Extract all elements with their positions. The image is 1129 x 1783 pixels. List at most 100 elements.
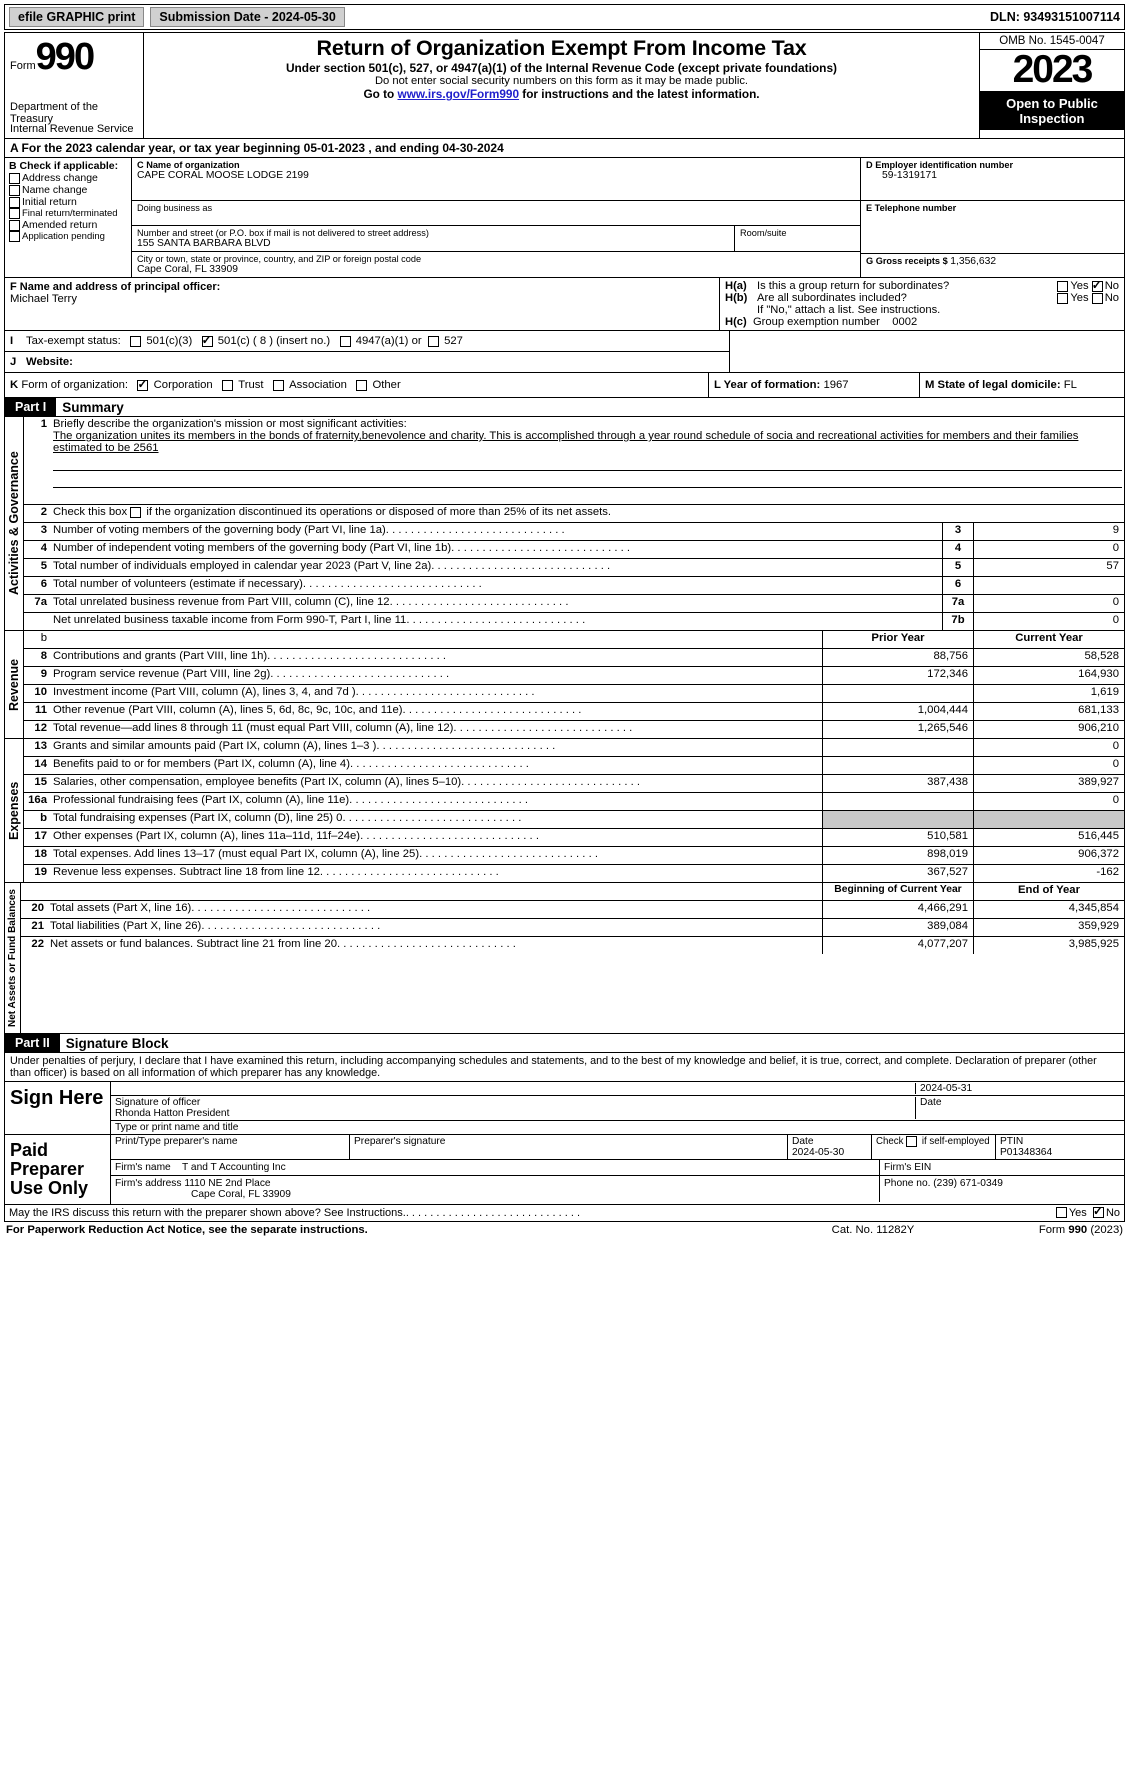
chk-trust[interactable] (222, 380, 233, 391)
ein-value: 59-1319171 (866, 170, 1119, 181)
chk-label: Initial return (22, 196, 77, 208)
chk-527[interactable] (428, 336, 439, 347)
yes-label: Yes (1069, 1207, 1087, 1219)
ha-no[interactable] (1092, 281, 1103, 292)
no-label: No (1105, 280, 1119, 292)
box-deg: D Employer identification number 59-1319… (861, 158, 1124, 277)
submission-date-button[interactable]: Submission Date - 2024-05-30 (150, 7, 344, 27)
top-bar: efile GRAPHIC print Submission Date - 20… (4, 4, 1125, 30)
summary-row: 19Revenue less expenses. Subtract line 1… (24, 865, 1124, 882)
subtitle-2: Do not enter social security numbers on … (150, 75, 973, 87)
chk-address-change[interactable]: Address change (9, 172, 127, 184)
header-right: OMB No. 1545-0047 2023 Open to Public In… (980, 33, 1124, 138)
chk-amended[interactable]: Amended return (9, 219, 127, 231)
gross-receipts-value: 1,356,632 (950, 256, 996, 267)
part1-header: Part I Summary (4, 398, 1125, 417)
identity-grid: B Check if applicable: Address change Na… (4, 158, 1125, 278)
hb-no[interactable] (1092, 293, 1103, 304)
irs-link[interactable]: www.irs.gov/Form990 (398, 87, 520, 101)
prep-name-label: Print/Type preparer's name (115, 1136, 238, 1147)
form-header: Form990 Department of the Treasury Inter… (4, 32, 1125, 139)
chk-app-pending[interactable]: Application pending (9, 231, 127, 242)
cat-no: Cat. No. 11282Y (783, 1224, 963, 1236)
chk-501c3[interactable] (130, 336, 141, 347)
no-label: No (1106, 1207, 1120, 1219)
form-title: Return of Organization Exempt From Incom… (150, 36, 973, 61)
opt-501c: 501(c) ( 8 ) (insert no.) (218, 335, 330, 347)
street-address: 155 SANTA BARBARA BLVD (137, 238, 729, 249)
current-year-hdr: Current Year (973, 631, 1124, 648)
summary-row: 3Number of voting members of the governi… (24, 523, 1124, 541)
part2-header: Part II Signature Block (4, 1034, 1125, 1053)
summary-row: 18Total expenses. Add lines 13–17 (must … (24, 847, 1124, 865)
discuss-no[interactable] (1093, 1207, 1104, 1218)
efile-print-button[interactable]: efile GRAPHIC print (9, 7, 144, 27)
box-b: B Check if applicable: Address change Na… (5, 158, 132, 277)
vtab-net-assets: Net Assets or Fund Balances (5, 883, 21, 1033)
ein-label: D Employer identification number (866, 160, 1119, 170)
org-name-label: C Name of organization (137, 160, 855, 170)
website-label: Website: (26, 356, 73, 368)
part1-title: Summary (62, 400, 124, 415)
type-name-label: Type or print name and title (111, 1121, 1124, 1134)
summary-row: 22Net assets or fund balances. Subtract … (21, 937, 1124, 954)
chk-initial-return[interactable]: Initial return (9, 196, 127, 208)
expenses-section: Expenses 13Grants and similar amounts pa… (4, 739, 1125, 883)
summary-row: 17Other expenses (Part IX, column (A), l… (24, 829, 1124, 847)
discuss-row: May the IRS discuss this return with the… (4, 1205, 1125, 1222)
part2-title: Signature Block (66, 1036, 169, 1051)
phone-no: (239) 671-0349 (933, 1178, 1003, 1189)
sign-here-label: Sign Here (5, 1082, 110, 1134)
opt-501c3: 501(c)(3) (146, 335, 192, 347)
chk-other[interactable] (356, 380, 367, 391)
summary-row: 15Salaries, other compensation, employee… (24, 775, 1124, 793)
chk-assoc[interactable] (273, 380, 284, 391)
gross-receipts-label: G Gross receipts $ (866, 256, 950, 266)
chk-final-return[interactable]: Final return/terminated (9, 208, 127, 219)
discuss-yes[interactable] (1056, 1207, 1067, 1218)
summary-row: 5Total number of individuals employed in… (24, 559, 1124, 577)
dln-text: DLN: 93493151007114 (990, 10, 1120, 24)
hc-label: Group exemption number (753, 316, 880, 328)
row-a-period: A For the 2023 calendar year, or tax yea… (4, 139, 1125, 158)
summary-row: 8Contributions and grants (Part VIII, li… (24, 649, 1124, 667)
summary-row: 7aTotal unrelated business revenue from … (24, 595, 1124, 613)
phone-label: E Telephone number (866, 203, 1119, 213)
firm-name: T and T Accounting Inc (182, 1162, 286, 1173)
paid-preparer-label: Paid Preparer Use Only (5, 1135, 110, 1204)
chk-501c[interactable] (202, 336, 213, 347)
chk-label: Name change (22, 184, 87, 196)
year-formation: 1967 (823, 379, 848, 391)
part2-label: Part II (5, 1034, 60, 1052)
row-klm: K Form of organization: Corporation Trus… (4, 373, 1125, 398)
chk-self-employed[interactable] (906, 1136, 917, 1147)
chk-label: Final return/terminated (22, 208, 118, 219)
row-i-j: I Tax-exempt status: 501(c)(3) 501(c) ( … (4, 331, 1125, 373)
ha-yes[interactable] (1057, 281, 1068, 292)
sign-date: 2024-05-31 (920, 1083, 972, 1094)
opt-4947: 4947(a)(1) or (356, 335, 422, 347)
officer-name: Michael Terry (10, 293, 714, 305)
firm-addr1: 1110 NE 2nd Place (184, 1178, 270, 1189)
summary-row: 9Program service revenue (Part VIII, lin… (24, 667, 1124, 685)
chk-4947[interactable] (340, 336, 351, 347)
city-label: City or town, state or province, country… (137, 254, 855, 264)
page-footer: For Paperwork Reduction Act Notice, see … (4, 1222, 1125, 1238)
chk-corp[interactable] (137, 380, 148, 391)
yes-label: Yes (1070, 280, 1088, 292)
summary-row: 20Total assets (Part X, line 16)4,466,29… (21, 901, 1124, 919)
opt-corp: Corporation (154, 379, 213, 391)
firm-addr-label: Firm's address (115, 1178, 181, 1189)
summary-row: 21Total liabilities (Part X, line 26)389… (21, 919, 1124, 937)
vtab-governance: Activities & Governance (5, 417, 24, 630)
chk-name-change[interactable]: Name change (9, 184, 127, 196)
chk-discontinued[interactable] (130, 507, 141, 518)
hb-yes[interactable] (1057, 293, 1068, 304)
form-org-label: Form of organization: (21, 379, 128, 391)
summary-row: 11Other revenue (Part VIII, column (A), … (24, 703, 1124, 721)
subtitle-3: Go to www.irs.gov/Form990 for instructio… (150, 87, 973, 101)
prep-date: 2024-05-30 (792, 1147, 844, 1158)
perjury-statement: Under penalties of perjury, I declare th… (4, 1053, 1125, 1082)
part1-label: Part I (5, 398, 56, 416)
year-formation-label: L Year of formation: (714, 379, 823, 391)
